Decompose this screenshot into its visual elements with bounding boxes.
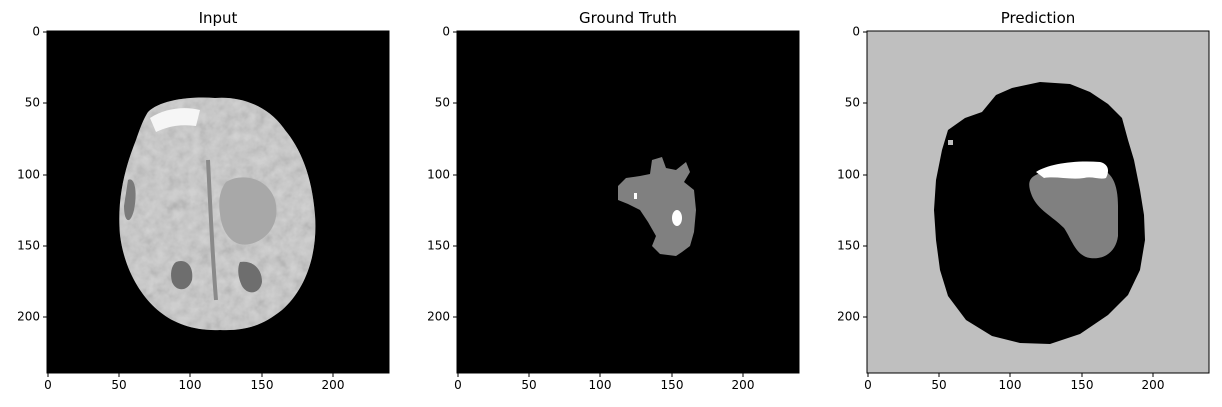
panel-ground-truth: Ground Truth 0 50 100 150 200 0 50 100 1… <box>427 9 800 392</box>
x-tick-label: 100 <box>999 378 1022 392</box>
x-tick-label: 0 <box>44 378 52 392</box>
x-tick: 150 <box>1071 373 1094 392</box>
x-tick: 100 <box>999 373 1022 392</box>
axes-frame <box>456 30 800 374</box>
x-tick: 100 <box>179 373 202 392</box>
enhancing-region <box>672 210 682 226</box>
x-tick-label: 100 <box>589 378 612 392</box>
x-tick-label: 150 <box>251 378 274 392</box>
y-tick: 50 <box>845 96 867 110</box>
x-tick-label: 200 <box>322 378 345 392</box>
x-axis: 0 50 100 150 200 <box>44 373 344 392</box>
ventricle-right <box>238 261 262 293</box>
x-tick: 150 <box>661 373 684 392</box>
y-tick-label: 200 <box>837 310 860 324</box>
y-tick: 0 <box>852 25 867 39</box>
x-tick: 100 <box>589 373 612 392</box>
y-tick: 0 <box>32 25 47 39</box>
x-tick-label: 50 <box>521 378 536 392</box>
y-tick-label: 150 <box>427 239 450 253</box>
panel-prediction: Prediction 0 50 100 150 200 0 50 100 150… <box>837 9 1210 392</box>
y-tick: 100 <box>837 168 867 182</box>
y-tick: 200 <box>427 310 457 324</box>
x-tick: 50 <box>931 373 947 392</box>
y-tick-label: 50 <box>25 96 40 110</box>
y-tick: 100 <box>427 168 457 182</box>
panel-input: Input 0 50 100 150 200 0 50 100 150 200 <box>17 9 390 392</box>
y-tick: 0 <box>442 25 457 39</box>
y-tick: 50 <box>25 96 47 110</box>
x-tick-label: 100 <box>179 378 202 392</box>
x-tick: 0 <box>44 373 52 392</box>
axes-frame <box>866 30 1210 374</box>
ventricle-left <box>171 260 193 290</box>
y-tick-label: 100 <box>837 168 860 182</box>
y-tick-label: 150 <box>837 239 860 253</box>
x-tick: 200 <box>322 373 345 392</box>
edge-artifact <box>124 179 136 221</box>
y-tick: 100 <box>17 168 47 182</box>
y-tick-label: 0 <box>442 25 450 39</box>
y-tick-label: 50 <box>845 96 860 110</box>
prediction-speck <box>948 140 953 145</box>
panel-title: Input <box>199 9 238 27</box>
x-tick-label: 150 <box>661 378 684 392</box>
y-tick: 200 <box>837 310 867 324</box>
predicted-background-region <box>934 82 1145 344</box>
y-tick: 150 <box>427 239 457 253</box>
axes-frame <box>46 30 390 374</box>
enhancing-speck <box>634 193 637 199</box>
x-tick-label: 200 <box>1142 378 1165 392</box>
y-tick: 150 <box>837 239 867 253</box>
predicted-mask <box>934 82 1145 344</box>
y-tick: 200 <box>17 310 47 324</box>
x-tick: 0 <box>864 373 872 392</box>
x-tick: 50 <box>111 373 127 392</box>
brain-mri-image <box>119 97 316 331</box>
panel-title: Prediction <box>1001 9 1076 27</box>
y-tick-label: 200 <box>427 310 450 324</box>
x-tick-label: 50 <box>111 378 126 392</box>
x-tick-label: 200 <box>732 378 755 392</box>
x-tick-label: 0 <box>454 378 462 392</box>
x-tick: 0 <box>454 373 462 392</box>
bright-rim-region <box>150 108 200 132</box>
lesion-region <box>219 177 277 245</box>
x-tick-label: 150 <box>1071 378 1094 392</box>
y-tick-label: 100 <box>17 168 40 182</box>
x-tick-label: 0 <box>864 378 872 392</box>
panel-title: Ground Truth <box>579 9 677 27</box>
y-axis: 0 50 100 150 200 <box>837 25 867 324</box>
predicted-enhancing-region <box>1036 161 1108 179</box>
predicted-tumor-core <box>1029 167 1118 259</box>
y-tick: 50 <box>435 96 457 110</box>
y-tick-label: 100 <box>427 168 450 182</box>
brain-tissue <box>119 97 316 331</box>
y-axis: 0 50 100 150 200 <box>17 25 47 324</box>
midline-fissure <box>206 159 218 301</box>
y-tick-label: 0 <box>32 25 40 39</box>
x-tick: 200 <box>732 373 755 392</box>
y-tick-label: 50 <box>435 96 450 110</box>
x-tick: 150 <box>251 373 274 392</box>
y-tick: 150 <box>17 239 47 253</box>
x-tick-label: 50 <box>931 378 946 392</box>
tumor-mask <box>618 157 696 256</box>
y-axis: 0 50 100 150 200 <box>427 25 457 324</box>
tumor-core-region <box>618 157 696 256</box>
x-axis: 0 50 100 150 200 <box>864 373 1164 392</box>
y-tick-label: 200 <box>17 310 40 324</box>
x-tick: 200 <box>1142 373 1165 392</box>
y-tick-label: 0 <box>852 25 860 39</box>
x-axis: 0 50 100 150 200 <box>454 373 754 392</box>
y-tick-label: 150 <box>17 239 40 253</box>
x-tick: 50 <box>521 373 537 392</box>
